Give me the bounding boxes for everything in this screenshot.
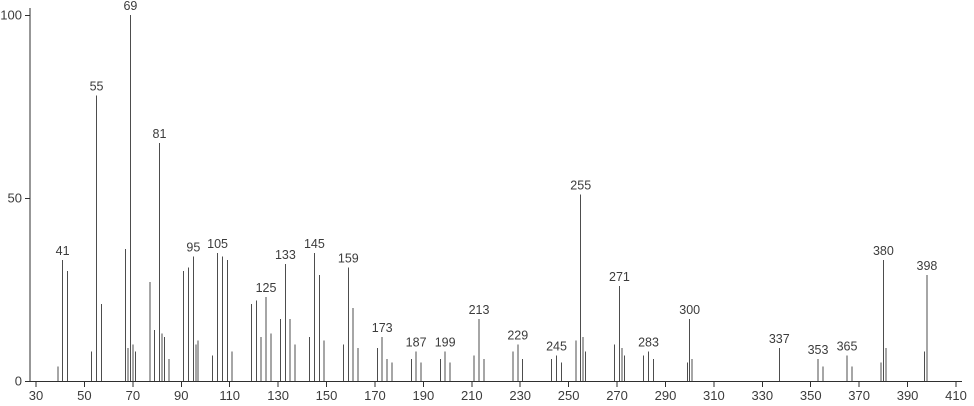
x-tick-label: 210	[461, 388, 483, 403]
x-tick-label: 170	[364, 388, 386, 403]
peak-label-365: 365	[837, 339, 858, 353]
x-tick-label: 230	[509, 388, 531, 403]
peak-label-55: 55	[90, 80, 104, 94]
peak-label-159: 159	[338, 252, 359, 266]
peak-label-133: 133	[275, 248, 296, 262]
peak-label-105: 105	[207, 237, 228, 251]
x-tick-label: 330	[751, 388, 773, 403]
peak-label-229: 229	[507, 328, 528, 342]
x-tick-label: 130	[267, 388, 289, 403]
peak-label-353: 353	[808, 343, 829, 357]
x-tick-label: 190	[413, 388, 435, 403]
peak-label-69: 69	[123, 0, 137, 13]
peak-label-271: 271	[609, 270, 630, 284]
peak-label-145: 145	[304, 237, 325, 251]
x-tick-label: 250	[558, 388, 580, 403]
peak-label-41: 41	[56, 244, 70, 258]
peak-label-255: 255	[570, 178, 591, 192]
peak-label-81: 81	[153, 127, 167, 141]
peak-label-398: 398	[917, 259, 938, 273]
peak-label-95: 95	[186, 241, 200, 255]
x-tick-label: 390	[897, 388, 919, 403]
peak-label-125: 125	[256, 281, 277, 295]
peak-label-187: 187	[406, 336, 427, 350]
peak-label-337: 337	[769, 332, 790, 346]
y-tick-label: 50	[8, 191, 22, 206]
x-tick-label: 30	[29, 388, 43, 403]
x-tick-label: 90	[174, 388, 188, 403]
x-tick-label: 50	[77, 388, 91, 403]
x-tick-label: 350	[800, 388, 822, 403]
y-tick-label: 0	[15, 374, 22, 389]
x-tick-label: 410	[945, 388, 967, 403]
peak-label-245: 245	[546, 339, 567, 353]
peak-label-213: 213	[469, 303, 490, 317]
x-tick-label: 150	[316, 388, 338, 403]
peak-label-283: 283	[638, 336, 659, 350]
x-tick-label: 290	[655, 388, 677, 403]
x-tick-label: 270	[606, 388, 628, 403]
peak-label-199: 199	[435, 336, 456, 350]
x-tick-label: 370	[848, 388, 870, 403]
peak-label-173: 173	[372, 321, 393, 335]
peak-label-380: 380	[873, 244, 894, 258]
y-tick-label: 100	[0, 8, 22, 23]
x-tick-label: 110	[219, 388, 240, 403]
peak-label-300: 300	[679, 303, 700, 317]
x-tick-label: 70	[126, 388, 140, 403]
x-tick-label: 310	[703, 388, 725, 403]
